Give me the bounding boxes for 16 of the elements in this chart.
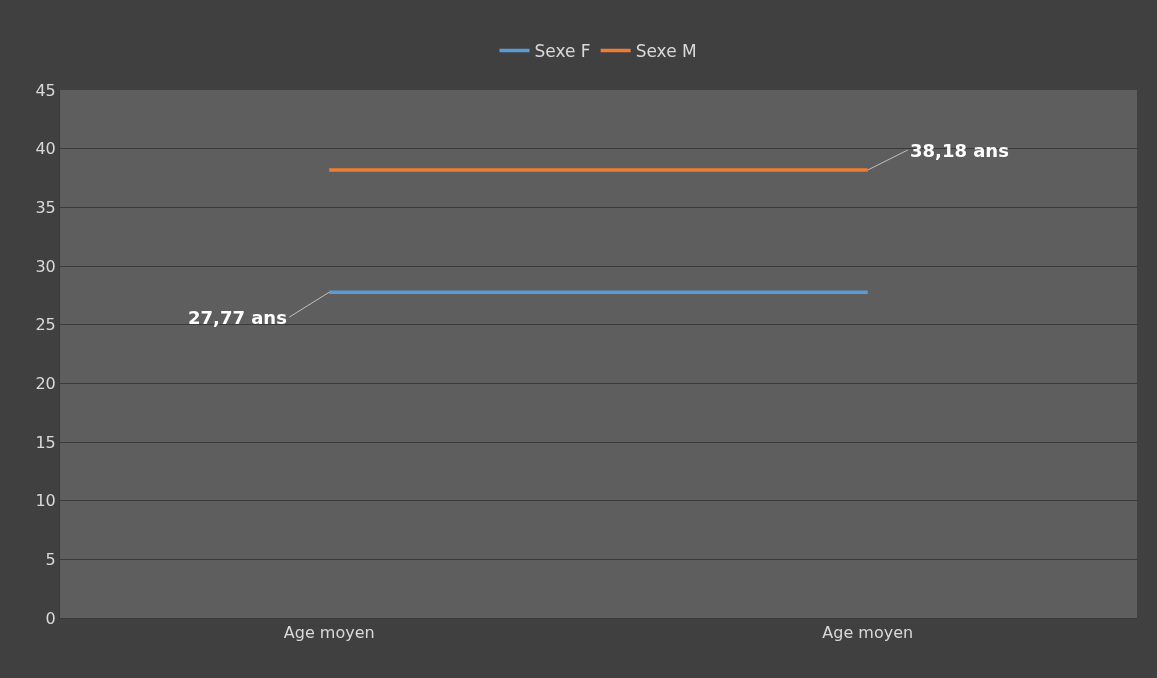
- x-tick-label: Age moyen: [822, 623, 914, 643]
- y-tick-label: 10: [35, 491, 56, 511]
- y-tick-label: 45: [35, 80, 56, 100]
- y-tick-label: 40: [35, 139, 56, 159]
- y-tick-label: 20: [35, 373, 56, 393]
- legend-label: Sexe F: [534, 41, 591, 62]
- legend-label: Sexe M: [635, 41, 697, 62]
- y-tick-label: 30: [35, 256, 56, 276]
- y-tick-label: 5: [45, 549, 56, 569]
- y-tick-label: 15: [35, 432, 56, 452]
- data-label: 27,77 ans: [188, 307, 287, 328]
- y-tick-label: 35: [35, 197, 56, 217]
- y-tick-label: 25: [35, 315, 56, 335]
- y-tick-label: 0: [45, 608, 56, 628]
- x-tick-label: Age moyen: [283, 623, 375, 643]
- data-label: 38,18 ans: [910, 140, 1009, 161]
